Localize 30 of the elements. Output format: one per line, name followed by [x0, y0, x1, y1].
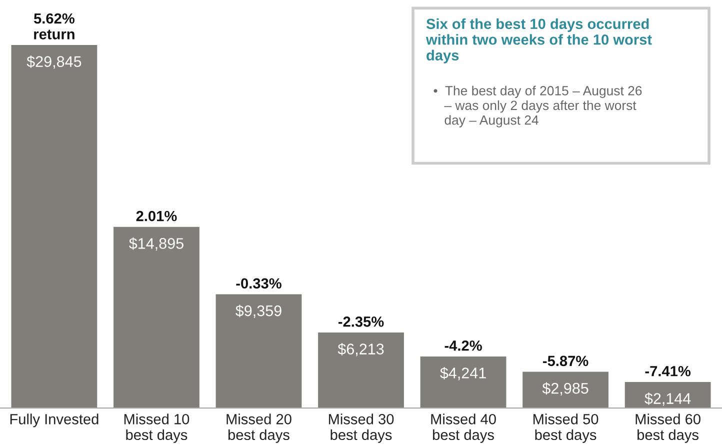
data-label: $4,241 [440, 366, 486, 380]
bar [114, 226, 200, 408]
data-label: $14,895 [129, 237, 184, 251]
x-tick-label: Fully Invested [10, 414, 98, 428]
x-tick-label: Missed 30 best days [328, 414, 394, 443]
annotation: 2.01% [136, 210, 177, 222]
annotation: • The best day of 2015 – August 26 – was only 2 days after the worst day – August 24 [434, 86, 642, 128]
bar [420, 356, 506, 408]
x-tick-label: Missed 60 best days [636, 414, 700, 443]
annotation: -2.35% [338, 316, 384, 327]
annotation: -7.41% [645, 366, 691, 376]
bar [216, 294, 302, 408]
data-label: $2,144 [644, 392, 691, 406]
data-label: $9,359 [236, 304, 282, 318]
annotation: -5.87% [543, 356, 588, 366]
x-tick-label: Missed 40 best days [431, 414, 496, 443]
x-tick-label: Missed 10 best days [124, 414, 190, 443]
annotation: -0.33% [236, 278, 282, 289]
bar [522, 372, 608, 408]
data-label: $2,985 [542, 382, 588, 396]
x-tick-label: Missed 50 best days [534, 414, 598, 443]
data-label: $6,213 [338, 343, 384, 356]
bar [624, 382, 711, 408]
bar [11, 45, 98, 408]
x-tick-label: Missed 20 best days [226, 414, 292, 443]
annotation: Six of the best 10 days occurred within two weeks of the 10 worst days [426, 18, 652, 64]
annotation: 5.62% return [34, 13, 74, 40]
bar [318, 332, 404, 408]
data-label: $29,845 [26, 56, 82, 69]
annotation: -4.2% [444, 340, 482, 351]
